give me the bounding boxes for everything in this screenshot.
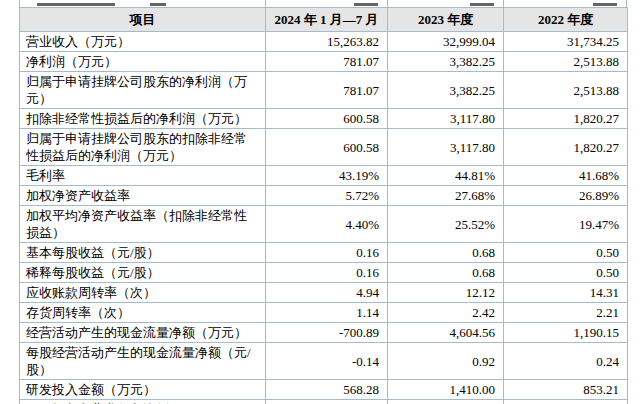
item-cell: 研发投入占营业收入比例: [20, 400, 266, 404]
value-cell: 1,820.27: [504, 129, 628, 166]
value-cell: 1,190.15: [504, 323, 628, 343]
value-cell: 568.28: [266, 380, 388, 400]
value-cell: 1.14: [266, 303, 388, 323]
value-cell: 32,999.04: [388, 32, 504, 52]
value-cell: 4.27%: [388, 400, 504, 404]
value-cell: 600.58: [266, 129, 388, 166]
item-cell: 基本每股收益（元/股）: [20, 243, 266, 263]
table-row: 研发投入占营业收入比例3.72%4.27%2.69%: [20, 400, 628, 404]
table-row: 毛利率43.19%44.81%41.68%: [20, 166, 628, 186]
value-cell: 2.69%: [504, 400, 628, 404]
table-row: 经营活动产生的现金流量净额（万元）-700.894,604.561,190.15: [20, 323, 628, 343]
value-cell: 2,513.88: [504, 72, 628, 109]
value-cell: 3,117.80: [388, 109, 504, 129]
clipped-row-remnant: [19, 0, 627, 7]
item-cell: 存货周转率（次）: [20, 303, 266, 323]
value-cell: 27.68%: [388, 186, 504, 206]
table-body: 营业收入（万元）15,263.8232,999.0431,734.25净利润（万…: [20, 32, 628, 404]
table-row: 加权净资产收益率5.72%27.68%26.89%: [20, 186, 628, 206]
value-cell: 781.07: [266, 72, 388, 109]
value-cell: 781.07: [266, 52, 388, 72]
value-cell: 3,382.25: [388, 52, 504, 72]
column-header-2022: 2022 年度: [504, 8, 628, 32]
table-row: 归属于申请挂牌公司股东的扣除非经常性损益后的净利润（万元）600.583,117…: [20, 129, 628, 166]
value-cell: 0.16: [266, 243, 388, 263]
table-row: 营业收入（万元）15,263.8232,999.0431,734.25: [20, 32, 628, 52]
value-cell: 2.21: [504, 303, 628, 323]
item-cell: 稀释每股收益（元/股）: [20, 263, 266, 283]
value-cell: 2.42: [388, 303, 504, 323]
clipped-text-remnant: [593, 3, 617, 6]
value-cell: 19.47%: [504, 206, 628, 243]
column-header-2024: 2024 年 1 月—7 月: [266, 8, 388, 32]
clipped-text-remnant: [470, 3, 494, 6]
table-row: 存货周转率（次）1.142.422.21: [20, 303, 628, 323]
clipped-text-remnant: [37, 3, 115, 6]
value-cell: 2,513.88: [504, 52, 628, 72]
value-cell: 4.94: [266, 283, 388, 303]
value-cell: 26.89%: [504, 186, 628, 206]
value-cell: 0.24: [504, 343, 628, 380]
clipped-cell: [20, 0, 266, 7]
value-cell: 25.52%: [388, 206, 504, 243]
item-cell: 营业收入（万元）: [20, 32, 266, 52]
clipped-cell: [388, 0, 504, 7]
value-cell: 5.72%: [266, 186, 388, 206]
value-cell: 0.92: [388, 343, 504, 380]
item-cell: 应收账款周转率（次）: [20, 283, 266, 303]
item-cell: 归属于申请挂牌公司股东的净利润（万元）: [20, 72, 266, 109]
value-cell: 0.50: [504, 243, 628, 263]
value-cell: 0.50: [504, 263, 628, 283]
value-cell: 1,410.00: [388, 380, 504, 400]
clipped-cell: [504, 0, 626, 7]
table-row: 归属于申请挂牌公司股东的净利润（万元）781.073,382.252,513.8…: [20, 72, 628, 109]
value-cell: 15,263.82: [266, 32, 388, 52]
item-cell: 加权平均净资产收益率（扣除非经常性损益）: [20, 206, 266, 243]
table-row: 稀释每股收益（元/股）0.160.680.50: [20, 263, 628, 283]
value-cell: 4,604.56: [388, 323, 504, 343]
value-cell: 12.12: [388, 283, 504, 303]
item-cell: 归属于申请挂牌公司股东的扣除非经常性损益后的净利润（万元）: [20, 129, 266, 166]
value-cell: 44.81%: [388, 166, 504, 186]
table-row: 扣除非经常性损益后的净利润（万元）600.583,117.801,820.27: [20, 109, 628, 129]
item-cell: 研发投入金额（万元）: [20, 380, 266, 400]
table-row: 每股经营活动产生的现金流量净额（元/股）-0.140.920.24: [20, 343, 628, 380]
value-cell: 3,117.80: [388, 129, 504, 166]
value-cell: 4.40%: [266, 206, 388, 243]
table-row: 净利润（万元）781.073,382.252,513.88: [20, 52, 628, 72]
financial-summary-table-container: 项目 2024 年 1 月—7 月 2023 年度 2022 年度 营业收入（万…: [19, 0, 627, 404]
table-row: 研发投入金额（万元）568.281,410.00853.21: [20, 380, 628, 400]
item-cell: 加权净资产收益率: [20, 186, 266, 206]
value-cell: 853.21: [504, 380, 628, 400]
table-row: 加权平均净资产收益率（扣除非经常性损益）4.40%25.52%19.47%: [20, 206, 628, 243]
item-cell: 扣除非经常性损益后的净利润（万元）: [20, 109, 266, 129]
table-row: 基本每股收益（元/股）0.160.680.50: [20, 243, 628, 263]
value-cell: 3,382.25: [388, 72, 504, 109]
value-cell: 0.16: [266, 263, 388, 283]
item-cell: 净利润（万元）: [20, 52, 266, 72]
clipped-text-remnant: [150, 3, 166, 6]
clipped-text-remnant: [354, 3, 378, 6]
clipped-cell: [266, 0, 388, 7]
column-header-item: 项目: [20, 8, 266, 32]
value-cell: 1,820.27: [504, 109, 628, 129]
value-cell: -0.14: [266, 343, 388, 380]
value-cell: 600.58: [266, 109, 388, 129]
item-cell: 经营活动产生的现金流量净额（万元）: [20, 323, 266, 343]
value-cell: 0.68: [388, 243, 504, 263]
value-cell: 31,734.25: [504, 32, 628, 52]
table-row: 应收账款周转率（次）4.9412.1214.31: [20, 283, 628, 303]
value-cell: 14.31: [504, 283, 628, 303]
value-cell: 0.68: [388, 263, 504, 283]
table-header-row: 项目 2024 年 1 月—7 月 2023 年度 2022 年度: [20, 8, 628, 32]
column-header-2023: 2023 年度: [388, 8, 504, 32]
value-cell: -700.89: [266, 323, 388, 343]
value-cell: 3.72%: [266, 400, 388, 404]
item-cell: 每股经营活动产生的现金流量净额（元/股）: [20, 343, 266, 380]
financial-summary-table: 项目 2024 年 1 月—7 月 2023 年度 2022 年度 营业收入（万…: [19, 7, 628, 404]
item-cell: 毛利率: [20, 166, 266, 186]
value-cell: 43.19%: [266, 166, 388, 186]
value-cell: 41.68%: [504, 166, 628, 186]
